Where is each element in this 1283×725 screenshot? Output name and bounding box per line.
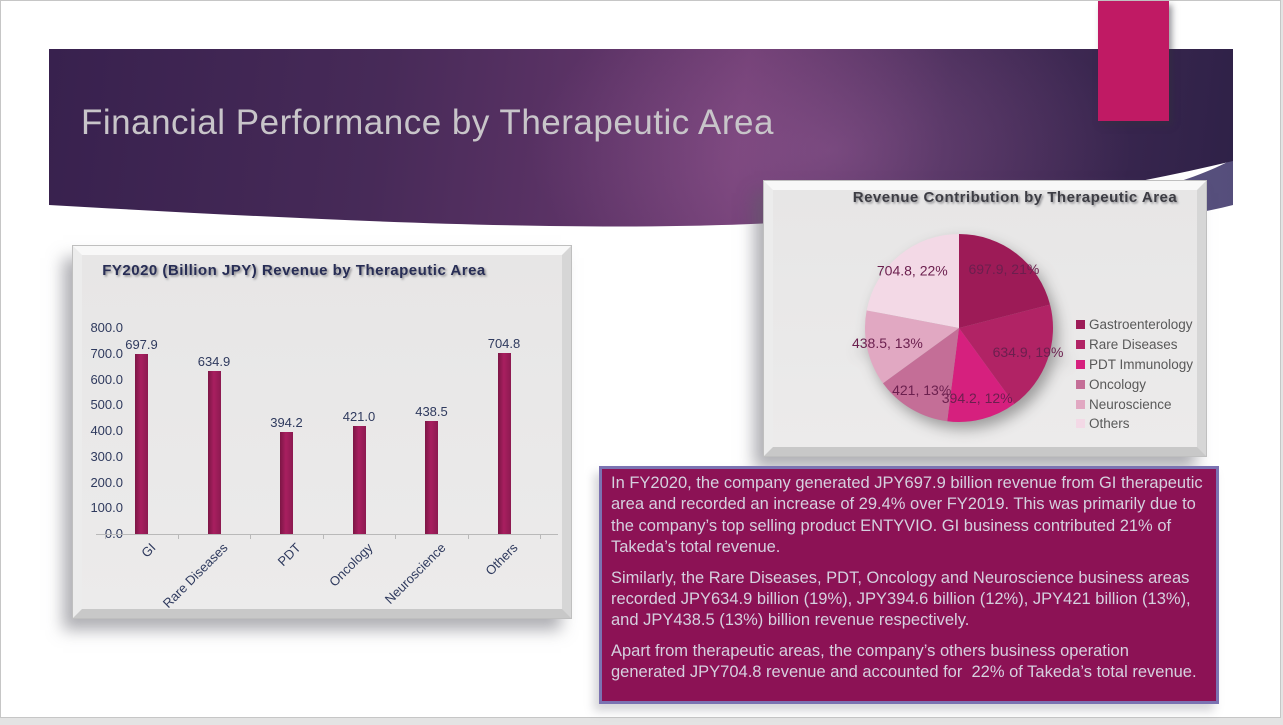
- bar-chart-panel: FY2020 (Billion JPY) Revenue by Therapeu…: [72, 245, 572, 619]
- legend-swatch: [1076, 320, 1085, 330]
- bar-chart-plot: 800.0 700.0 600.0 500.0 400.0 300.0 200.0 100.0…: [82, 255, 562, 611]
- pie-slice-others: [866, 234, 959, 328]
- bar: [352, 425, 366, 534]
- bar: [280, 432, 293, 534]
- y-tick-label: 300.0: [90, 448, 123, 464]
- pie-data-label: 704.8, 22%: [877, 263, 948, 279]
- bar-value-label: 697.9: [125, 337, 158, 353]
- bar-value-label: 634.9: [197, 353, 231, 369]
- legend-swatch: [1076, 359, 1085, 369]
- axis-tick: [395, 535, 397, 539]
- axis-tick: [177, 535, 179, 539]
- bar-value-label: 438.5: [415, 404, 448, 420]
- pie-chart: 697.9, 21% 634.9, 19% 394.2, 12%421, 13% 43…: [852, 234, 1064, 423]
- y-tick-label: 0.0: [104, 526, 123, 541]
- bar: [497, 352, 511, 534]
- axis-tick: [467, 535, 469, 539]
- axis-tick: [250, 535, 252, 539]
- legend-label: Gastroenterology: [1089, 317, 1193, 333]
- bar-value-label: 421.0: [342, 408, 376, 424]
- y-tick-label: 500.0: [90, 397, 123, 413]
- axis-tick: [322, 535, 324, 539]
- commentary-paragraph: Apart from therapeutic areas, the compan…: [611, 641, 1197, 682]
- commentary-paragraph: In FY2020, the company generated JPY697.…: [611, 474, 1208, 557]
- commentary-paragraph: Similarly, the Rare Diseases, PDT, Oncol…: [611, 568, 1196, 630]
- legend-swatch: [1076, 399, 1085, 409]
- legend-item: Neuroscience: [1076, 394, 1193, 414]
- legend-label: Neuroscience: [1089, 396, 1172, 412]
- pie-data-label: 697.9, 21%: [968, 261, 1039, 277]
- y-tick-label: 700.0: [90, 345, 123, 361]
- pie-data-label: 634.9, 19%: [993, 344, 1064, 360]
- axis-tick: [540, 535, 542, 539]
- y-tick-label: 800.0: [90, 320, 123, 335]
- legend-swatch: [1076, 379, 1085, 389]
- legend-item: Rare Diseases: [1076, 335, 1193, 355]
- bar-chart-area: FY2020 (Billion JPY) Revenue by Therapeu…: [82, 255, 562, 611]
- bar: [425, 421, 438, 534]
- pie-slice-gastroenterology: [959, 234, 1051, 328]
- pie-data-label: 438.5, 13%: [852, 335, 923, 351]
- pie-slice-neuroscience: [864, 310, 959, 384]
- slide-title: Financial Performance by Therapeutic Are…: [81, 103, 774, 142]
- legend-label: Others: [1089, 416, 1130, 432]
- axis-tick: [105, 535, 107, 539]
- y-tick-label: 100.0: [90, 500, 123, 516]
- pie-slice-pdt-immunology: [947, 328, 1015, 423]
- bar-value-label: 394.2: [270, 415, 303, 431]
- pie-chart-panel: Revenue Contribution by Therapeutic Area…: [763, 180, 1207, 457]
- y-tick-label: 200.0: [90, 474, 123, 490]
- bar-value-label: 704.8: [487, 335, 521, 351]
- y-tick-label: 600.0: [90, 371, 123, 387]
- legend-swatch: [1076, 340, 1085, 350]
- bar: [135, 354, 148, 534]
- pie-data-label: 421, 13%: [892, 382, 951, 398]
- commentary-box: In FY2020, the company generated JPY697.…: [599, 466, 1219, 704]
- legend-label: Rare Diseases: [1089, 337, 1178, 353]
- legend-swatch: [1076, 419, 1085, 429]
- legend-item: Others: [1076, 414, 1193, 434]
- legend-label: PDT Immunology: [1089, 356, 1194, 372]
- legend-item: Gastroenterology: [1076, 315, 1193, 335]
- legend-label: Oncology: [1089, 376, 1147, 392]
- bar-chart-title: FY2020 (Billion JPY) Revenue by Therapeu…: [102, 262, 486, 279]
- pie-chart-title: Revenue Contribution by Therapeutic Area: [852, 189, 1178, 206]
- x-axis-line: [96, 534, 558, 535]
- legend-item: PDT Immunology: [1076, 355, 1193, 375]
- pie-slice-rare-diseases: [959, 304, 1054, 405]
- y-tick-label: 400.0: [90, 423, 123, 438]
- pie-data-label: 394.2, 12%: [942, 390, 1013, 406]
- pie-chart-area: Revenue Contribution by Therapeutic Area…: [773, 189, 1197, 447]
- bar: [207, 370, 221, 534]
- accent-tab: [1098, 1, 1169, 121]
- pie-legend: Gastroenterology Rare Diseases PDT Immunol…: [1076, 315, 1193, 434]
- legend-item: Oncology: [1076, 374, 1193, 394]
- pie-slice-oncology: [882, 328, 959, 422]
